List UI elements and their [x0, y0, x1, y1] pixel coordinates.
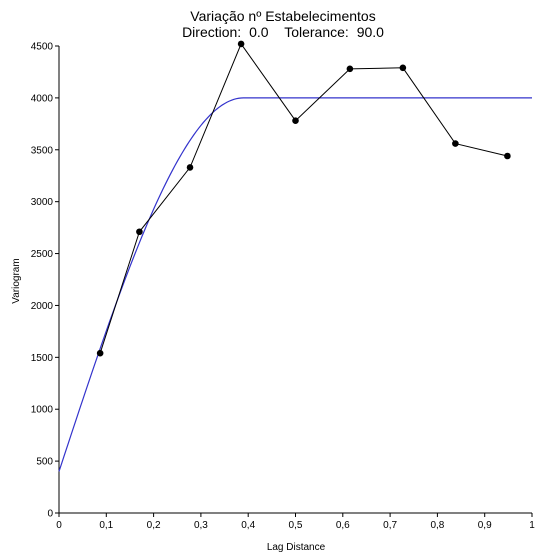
experimental-point [399, 64, 407, 72]
x-tick-label: 0,6 [336, 520, 350, 531]
y-tick-label: 2500 [31, 249, 54, 260]
model-layer [58, 97, 532, 472]
y-tick-label: 0 [47, 509, 53, 520]
x-tick-label: 0,9 [478, 520, 492, 531]
x-tick-label: 0,2 [147, 520, 161, 531]
experimental-point [452, 140, 459, 147]
ticks: 0 0,1 0,2 0,3 0,4 0,5 0,6 0,7 0,8 0,9 1 0 500 1000 150… [31, 42, 535, 532]
experimental-point [237, 40, 245, 48]
model-curve [58, 97, 532, 472]
y-tick-label: 1500 [31, 353, 54, 364]
experimental-point [346, 65, 354, 73]
subtitle-direction-value: 0.0 [249, 24, 269, 40]
y-tick-label: 3000 [31, 197, 54, 208]
experimental-line [99, 42, 508, 354]
y-tick-label: 4500 [31, 42, 54, 53]
axes [58, 46, 532, 514]
subtitle-tolerance-label: Tolerance: [284, 24, 349, 40]
experimental-point [136, 228, 143, 236]
experimental-point [292, 117, 299, 125]
y-tick-label: 500 [36, 457, 53, 468]
y-tick-label: 3500 [31, 145, 54, 156]
x-tick-label: 1 [529, 520, 535, 531]
x-tick-label: 0 [56, 520, 62, 531]
x-tick-label: 0,7 [383, 520, 397, 531]
y-tick-label: 2000 [31, 301, 54, 312]
x-tick-label: 0,8 [430, 520, 444, 531]
x-tick-label: 0,4 [241, 520, 255, 531]
y-tick-label: 1000 [31, 405, 54, 416]
experimental-layer [96, 40, 511, 357]
experimental-point [96, 349, 104, 357]
chart-subtitle: Direction: 0.0 Tolerance: 90.0 [182, 24, 384, 40]
chart-title: Variação nº Estabelecimentos [190, 8, 375, 24]
x-tick-label: 0,1 [99, 520, 113, 531]
subtitle-direction-label: Direction: [182, 24, 241, 40]
experimental-point [186, 164, 194, 171]
x-tick-label: 0,5 [289, 520, 303, 531]
y-axis-label: Variogram [11, 258, 22, 303]
y-tick-label: 4000 [31, 93, 54, 104]
subtitle-tolerance-value: 90.0 [357, 24, 384, 40]
x-axis-label: Lag Distance [267, 542, 326, 553]
experimental-point [504, 152, 511, 160]
x-tick-label: 0,3 [194, 520, 208, 531]
